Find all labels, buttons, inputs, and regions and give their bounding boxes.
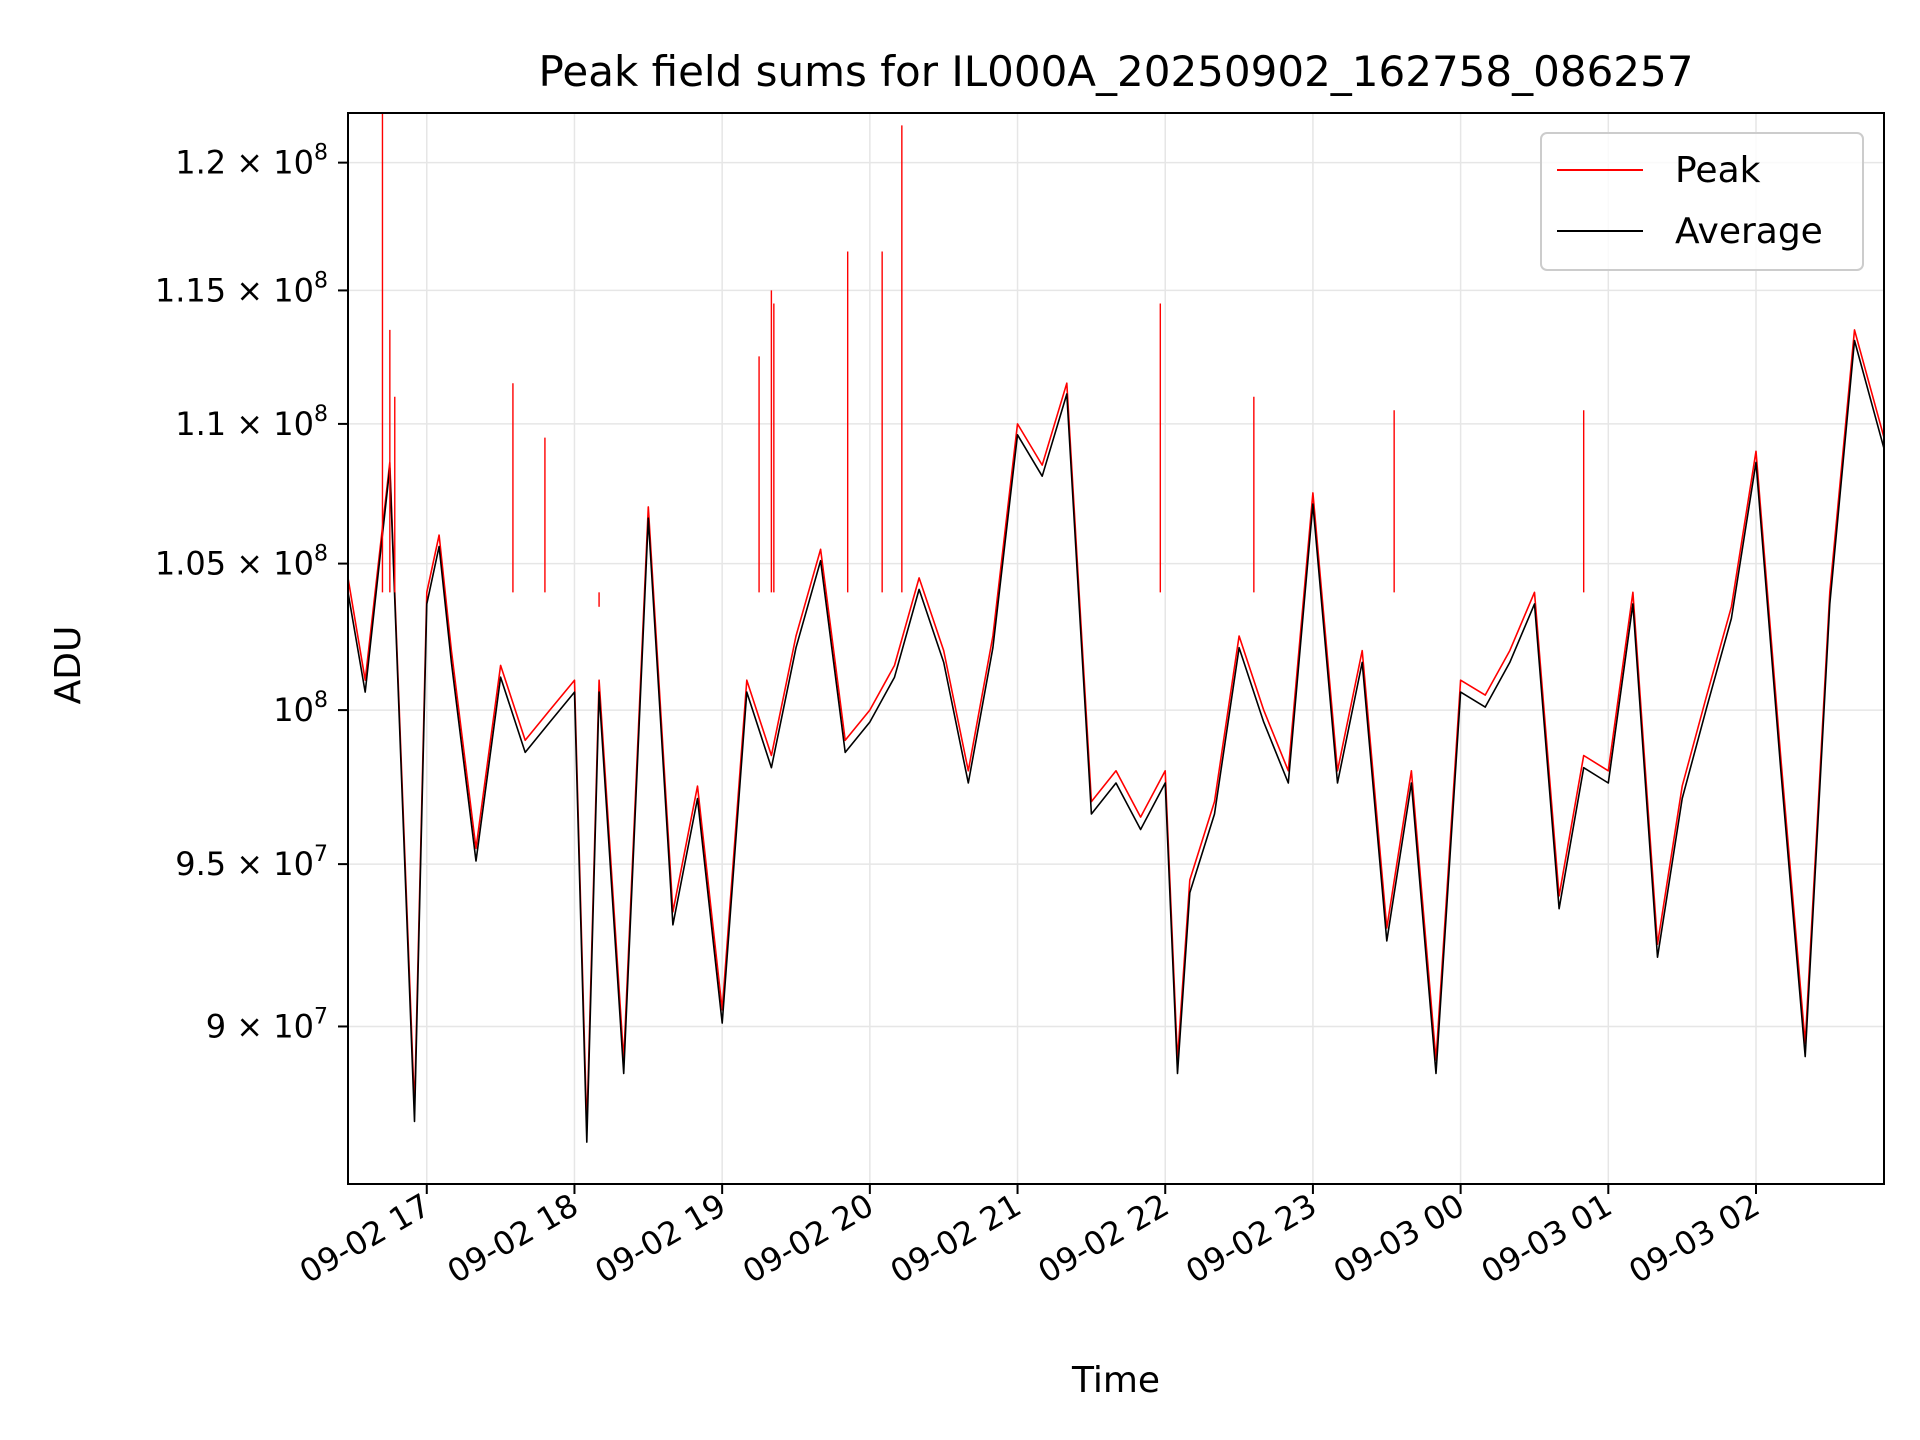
y-tick-label: 1.2 × 108 <box>175 141 328 182</box>
chart-title: Peak field sums for IL000A_20250902_1627… <box>539 47 1694 96</box>
y-tick-label: 9.5 × 107 <box>175 842 328 883</box>
series-group <box>347 113 1885 1143</box>
y-tick-label: 1.1 × 108 <box>175 402 328 443</box>
y-tick-label: 1.15 × 108 <box>155 268 328 309</box>
legend: Peak Average <box>1540 132 1864 271</box>
grid <box>348 113 1884 1184</box>
y-tick-label: 1.05 × 108 <box>155 542 328 583</box>
legend-label-peak: Peak <box>1675 150 1761 191</box>
legend-box <box>1540 132 1864 271</box>
y-tick-label: 9 × 107 <box>206 1004 328 1045</box>
plot-frame <box>347 112 1885 1185</box>
series-line-average <box>347 339 1885 1143</box>
y-axis-label: ADU <box>48 626 89 705</box>
y-axis: 9 × 107 9.5 × 107 108 1.05 × 108 1.1 × 108 1.… <box>155 141 348 1045</box>
x-axis-label: Time <box>1071 1360 1160 1401</box>
y-tick-label: 108 <box>273 688 328 729</box>
legend-label-average: Average <box>1675 211 1823 252</box>
